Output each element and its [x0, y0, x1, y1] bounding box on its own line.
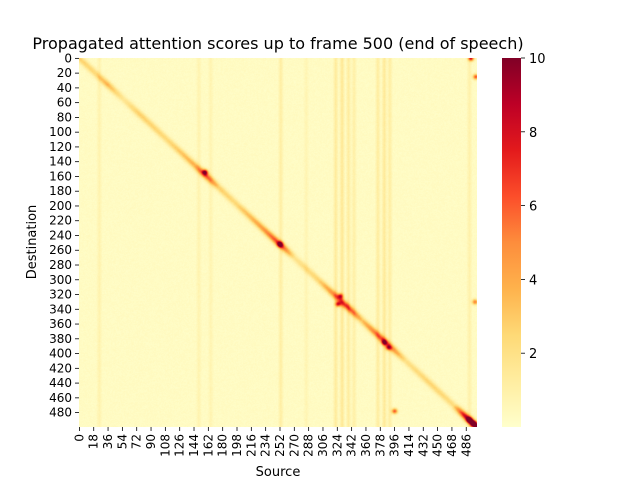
y-tick-label: 100: [49, 125, 72, 139]
y-tick-label: 280: [49, 258, 72, 272]
x-tick-label: 216: [244, 434, 258, 457]
colorbar-tick-label: 6: [529, 200, 537, 215]
x-tick-label: 342: [345, 434, 359, 457]
heatmap-plot-area: [79, 58, 477, 427]
x-tick-label: 288: [302, 434, 316, 457]
x-tick-label: 306: [316, 434, 330, 457]
colorbar-tick-label: 8: [529, 126, 537, 141]
y-tick-label: 260: [49, 243, 72, 257]
x-tick-label: 270: [287, 434, 301, 457]
y-tick-label: 420: [49, 361, 72, 375]
y-tick-label: 320: [49, 288, 72, 302]
x-tick-label: 126: [173, 434, 187, 457]
colorbar: [502, 58, 521, 427]
heatmap-cells: [79, 58, 477, 427]
chart-title: Propagated attention scores up to frame …: [32, 34, 523, 53]
x-tick-label: 234: [259, 434, 273, 457]
y-tick-label: 40: [57, 81, 72, 95]
y-tick-label: 240: [49, 228, 72, 242]
colorbar-tick-label: 2: [529, 347, 537, 362]
y-tick-label: 0: [64, 51, 72, 65]
y-tick-label: 360: [49, 317, 72, 331]
x-tick-label: 72: [130, 434, 144, 449]
y-tick-label: 480: [49, 406, 72, 420]
y-axis-label: Destination: [25, 205, 40, 280]
colorbar-tick-label: 10: [529, 52, 546, 67]
y-tick-label: 340: [49, 302, 72, 316]
x-tick-label: 180: [216, 434, 230, 457]
colorbar-axis: 2 4 6 8 10: [521, 52, 546, 362]
y-tick-label: 460: [49, 391, 72, 405]
x-tick-label: 450: [431, 434, 445, 457]
y-tick-label: 120: [49, 140, 72, 154]
y-tick-label: 380: [49, 332, 72, 346]
x-tick-label: 54: [115, 434, 129, 449]
y-tick-label: 80: [57, 110, 72, 124]
x-tick-label: 360: [359, 434, 373, 457]
y-tick-label: 220: [49, 214, 72, 228]
y-tick-label: 20: [57, 66, 72, 80]
x-tick-label: 198: [230, 434, 244, 457]
x-tick-label: 378: [373, 434, 387, 457]
x-axis: 0 18 36 54 72 90 108 126 144 162 180 198 216 234 252 27…: [72, 427, 473, 457]
x-tick-label: 90: [144, 434, 158, 449]
x-tick-label: 144: [187, 434, 201, 457]
x-tick-label: 108: [158, 434, 172, 457]
x-tick-label: 414: [402, 434, 416, 457]
y-axis: 0204060801001201401601802002202402602803…: [49, 51, 79, 420]
y-tick-label: 160: [49, 169, 72, 183]
x-tick-label: 324: [330, 434, 344, 457]
y-tick-label: 440: [49, 376, 72, 390]
x-tick-label: 18: [87, 434, 101, 449]
y-tick-label: 140: [49, 155, 72, 169]
x-tick-label: 162: [201, 434, 215, 457]
y-tick-label: 180: [49, 184, 72, 198]
x-tick-label: 36: [101, 434, 115, 449]
x-tick-label: 432: [416, 434, 430, 457]
y-tick-label: 200: [49, 199, 72, 213]
x-axis-label: Source: [256, 465, 301, 480]
y-tick-label: 400: [49, 347, 72, 361]
colorbar-tick-label: 4: [529, 273, 537, 288]
x-tick-label: 396: [388, 434, 402, 457]
x-tick-label: 468: [445, 434, 459, 457]
x-tick-label: 486: [459, 434, 473, 457]
x-tick-label: 0: [72, 434, 86, 442]
x-tick-label: 252: [273, 434, 287, 457]
y-tick-label: 300: [49, 273, 72, 287]
y-tick-label: 60: [57, 96, 72, 110]
